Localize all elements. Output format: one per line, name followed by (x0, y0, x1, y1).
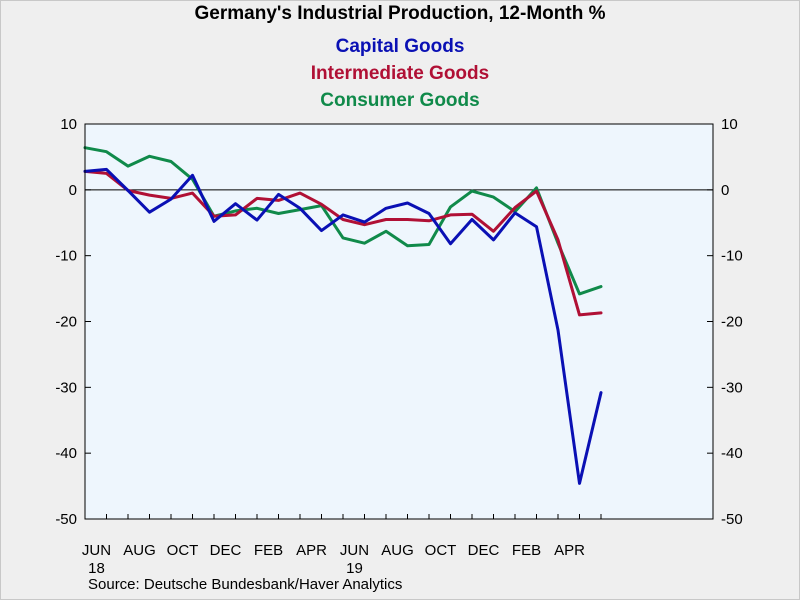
y-tick-label-right: 10 (721, 116, 738, 133)
source-note: Source: Deutsche Bundesbank/Haver Analyt… (88, 576, 403, 593)
legend-consumer-goods: Consumer Goods (320, 90, 480, 111)
y-tick-label-left: -40 (55, 445, 77, 462)
plot-border (84, 123, 714, 520)
y-tick-label-right: -10 (721, 248, 743, 265)
y-tick-label-right: -30 (721, 379, 743, 396)
plot-area (85, 124, 713, 519)
y-tick-label-right: 0 (721, 182, 729, 199)
series-lines (83, 146, 603, 485)
x-tick-label: JUN (82, 542, 111, 559)
x-tick-label: FEB (254, 542, 283, 559)
x-tick-year-label: 18 (88, 560, 105, 577)
y-tick-label-right: -40 (721, 445, 743, 462)
y-tick-label-left: -30 (55, 379, 77, 396)
x-tick-label: OCT (167, 542, 199, 559)
x-tick-label: DEC (210, 542, 242, 559)
y-tick-label-left: -10 (55, 248, 77, 265)
series-line-capital-goods (83, 167, 603, 485)
y-tick-label-right: -20 (721, 314, 743, 331)
x-tick-label: AUG (123, 542, 156, 559)
chart-title: Germany's Industrial Production, 12-Mont… (194, 3, 606, 24)
legend-capital-goods: Capital Goods (335, 36, 465, 57)
y-tick-label-left: -20 (55, 314, 77, 331)
x-tick-label: AUG (381, 542, 414, 559)
y-tick-label-right: -50 (721, 511, 743, 528)
x-tick-label: OCT (425, 542, 457, 559)
x-tick-label: APR (296, 542, 327, 559)
y-tick-label-left: 10 (60, 116, 77, 133)
x-tick-label: DEC (468, 542, 500, 559)
y-axis-right: 10 0 -10 -20 -30 -40 -50 (707, 116, 743, 528)
y-axis-left: 10 0 -10 -20 -30 -40 -50 (55, 116, 91, 528)
x-tick-label: JUN (340, 542, 369, 559)
x-tick-label: FEB (512, 542, 541, 559)
y-tick-label-left: -50 (55, 511, 77, 528)
x-tick-year-label: 19 (346, 560, 363, 577)
y-tick-label-left: 0 (69, 182, 77, 199)
legend-intermediate-goods: Intermediate Goods (310, 63, 490, 84)
x-tick-label: APR (554, 542, 585, 559)
